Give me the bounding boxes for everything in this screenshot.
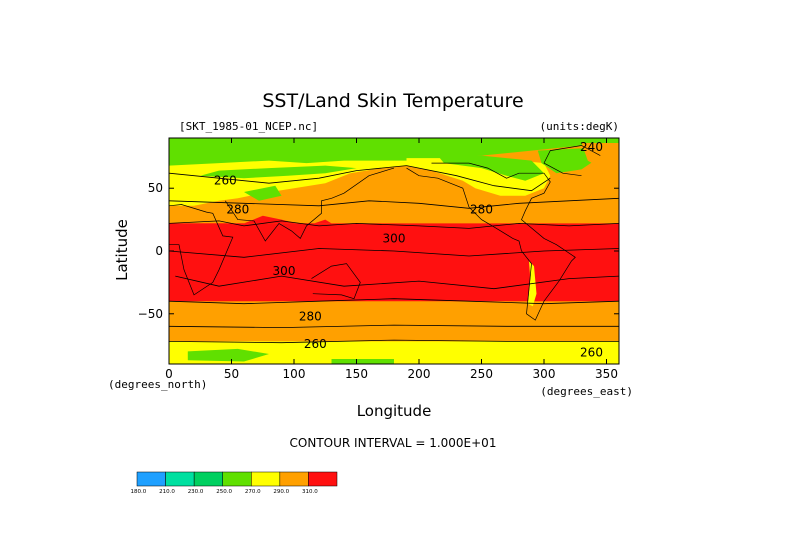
x-unit-label: (degrees_east) [540, 385, 633, 398]
colorbar-swatch [222, 471, 252, 487]
region-siberia [200, 165, 357, 179]
band-antarctic [169, 341, 619, 364]
region-arctic-america [406, 138, 619, 161]
y-tick-label: 50 [148, 181, 163, 195]
x-tick-label: 50 [224, 367, 239, 381]
temperature-field: 260 280 300 300 280 260 280 240 260 [169, 138, 619, 364]
coast-greenland [543, 145, 601, 177]
region-north-atlantic [581, 143, 619, 171]
contour-label: 280 [470, 203, 493, 217]
x-axis-label: Longitude [357, 402, 432, 420]
y-tick-label: 0 [155, 244, 163, 258]
contour-interval-note: CONTOUR INTERVAL = 1.000E+01 [290, 436, 497, 450]
contour-label: 300 [383, 231, 406, 245]
coast-africa [169, 204, 234, 296]
x-axis-ticks: 0 50 100 150 200 250 300 350 [165, 138, 618, 381]
contour-labels: 260 280 300 300 280 260 280 240 260 [214, 140, 603, 360]
colorbar-label: 290.0 [273, 489, 289, 495]
x-tick-label: 150 [345, 367, 368, 381]
contour-equator [169, 248, 619, 258]
contour-260-america [406, 165, 551, 192]
x-tick-label: 100 [283, 367, 306, 381]
contour-260-eurasia [169, 165, 407, 184]
contour-label: 280 [299, 309, 322, 323]
band-southern-ocean [169, 326, 619, 342]
colorbar-swatch [279, 471, 309, 487]
colorbar-label: 250.0 [216, 489, 232, 495]
x-tick-label: 200 [408, 367, 431, 381]
region-south-asia [169, 215, 332, 226]
contour-label: 280 [226, 203, 249, 217]
contour-lines [169, 165, 619, 344]
x-tick-label: 300 [533, 367, 556, 381]
region-antarctic-cold-2 [331, 359, 394, 364]
colorbar-label: 270.0 [245, 489, 261, 495]
region-arctic [169, 138, 407, 166]
contour-300-north [169, 220, 619, 229]
contour-subtropic [175, 275, 619, 290]
region-canada [437, 155, 544, 181]
colorbar-label: 210.0 [159, 489, 175, 495]
colorbar-swatch [136, 471, 166, 487]
y-tick-label: −50 [138, 307, 163, 321]
contour-label: 260 [214, 174, 237, 188]
dataset-label: [SKT_1985-01_NCEP.nc] [179, 120, 318, 133]
y-unit-label: (degrees_north) [108, 378, 207, 391]
colorbar-label: 180.0 [131, 489, 147, 495]
contour-270-south [169, 339, 619, 344]
region-antarctic-cold [187, 348, 269, 362]
colorbar-label: 310.0 [302, 489, 318, 495]
contour-280-north [169, 197, 619, 209]
x-tick-label: 0 [165, 367, 173, 381]
x-tick-label: 250 [470, 367, 493, 381]
band-tropics-warm [169, 223, 619, 302]
contour-label: 300 [273, 264, 296, 278]
contour-label: 240 [580, 140, 603, 154]
y-axis-ticks: 50 0 −50 [138, 181, 619, 321]
plot-area: 260 280 300 300 280 260 280 240 260 [168, 137, 620, 365]
units-label: (units:degK) [540, 120, 619, 133]
region-central-asia [244, 185, 282, 201]
colorbar-swatch [193, 471, 223, 487]
colorbar-swatch [165, 471, 195, 487]
region-greenland [537, 148, 601, 174]
colorbar-swatch [251, 471, 281, 487]
coastlines [169, 145, 601, 321]
coast-asia [225, 167, 395, 242]
y-axis-label: Latitude [113, 219, 131, 281]
colorbar-swatch [308, 471, 338, 487]
x-tick-label: 350 [595, 367, 618, 381]
chart-title: SST/Land Skin Temperature [262, 90, 523, 112]
contour-280-south [169, 324, 619, 329]
contour-label: 260 [304, 337, 327, 351]
contour-label: 260 [580, 346, 603, 360]
colorbar: 180.0 210.0 230.0 250.0 270.0 290.0 310.0 [131, 471, 338, 495]
colorbar-label: 230.0 [188, 489, 204, 495]
coast-americas [406, 162, 576, 321]
contour-300-south [169, 298, 619, 305]
coast-australia [311, 263, 361, 300]
